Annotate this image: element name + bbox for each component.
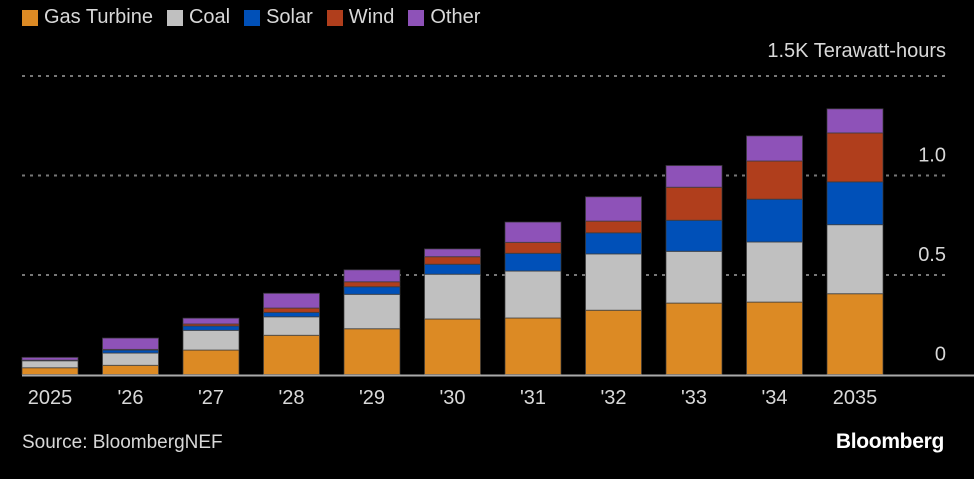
bar-segment-other	[665, 165, 723, 188]
legend-swatch	[166, 9, 183, 26]
bar-segment-other	[585, 196, 642, 222]
bar-segment-coal	[585, 253, 642, 311]
legend-item: Wind	[326, 6, 395, 29]
x-tick-label: '31	[520, 387, 546, 409]
bar-segment-coal	[263, 316, 320, 336]
legend-swatch	[22, 9, 38, 26]
bar-segment-coal	[826, 224, 884, 295]
bar-segment-other	[504, 221, 562, 243]
legend-swatch	[408, 9, 425, 26]
bar-segment-solar	[263, 311, 320, 318]
bar-segment-coal	[424, 273, 481, 320]
bar-segment-gas-turbine	[21, 367, 79, 376]
bar-segment-gas-turbine	[504, 317, 562, 376]
bar-segment-coal	[102, 352, 159, 366]
y-tick-label: 1.0	[918, 145, 946, 167]
bar-segment-gas-turbine	[343, 328, 401, 376]
x-tick-label: '26	[117, 387, 143, 409]
bar-segment-gas-turbine	[585, 309, 642, 375]
legend-label: Wind	[348, 6, 395, 28]
source-note: Source: BloombergNEF	[22, 432, 223, 453]
bar-segment-gas-turbine	[746, 301, 803, 375]
bar-segment-other	[21, 356, 79, 361]
bar-segment-other	[263, 292, 320, 309]
x-tick-label: '30	[439, 387, 465, 409]
legend-swatch	[244, 9, 261, 26]
bar-segment-coal	[343, 293, 401, 330]
bar-segment-wind	[746, 160, 803, 200]
bar-segment-solar	[746, 198, 803, 243]
legend-item: Gas Turbine	[22, 6, 153, 29]
x-tick-label: '33	[681, 387, 707, 409]
x-tick-label: '34	[761, 387, 787, 409]
unit-label: 1.5K Terawatt-hours	[767, 40, 946, 62]
bar-segment-coal	[182, 329, 240, 351]
legend-label: Solar	[266, 6, 313, 28]
bar-segment-solar	[826, 181, 884, 226]
bar-segment-gas-turbine	[263, 334, 320, 375]
y-tick-label: 0	[935, 344, 946, 366]
bar-segment-coal	[504, 270, 562, 319]
bar-segment-wind	[424, 256, 481, 265]
bar-segment-gas-turbine	[182, 349, 240, 376]
legend: Gas Turbine Coal Solar Wind Other	[22, 6, 480, 29]
bar-segment-gas-turbine	[424, 318, 481, 376]
x-tick-label: 2035	[833, 387, 878, 409]
legend-label: Gas Turbine	[44, 6, 153, 28]
legend-label: Other	[430, 6, 481, 28]
bar-segment-other	[343, 269, 401, 283]
bar-segment-wind	[263, 307, 320, 313]
bar-segment-gas-turbine	[826, 293, 884, 375]
bar-segment-other	[746, 135, 803, 162]
bar-segment-wind	[343, 281, 401, 288]
bar-segment-gas-turbine	[665, 302, 723, 375]
bar-segment-solar	[585, 232, 642, 255]
legend-item: Solar	[244, 6, 313, 29]
bar-segment-other	[182, 317, 240, 325]
bar-segment-other	[424, 248, 481, 258]
bar-segment-other	[826, 108, 884, 134]
bar-segment-gas-turbine	[102, 364, 159, 376]
y-tick-label: 0.5	[918, 244, 946, 266]
legend-item: Other	[408, 6, 480, 29]
bar-segment-coal	[665, 250, 723, 304]
legend-swatch	[326, 9, 343, 26]
x-tick-label: '32	[600, 387, 626, 409]
bar-segment-coal	[21, 360, 79, 369]
legend-item: Coal	[166, 6, 231, 29]
bar-segment-solar	[504, 252, 562, 272]
legend-label: Coal	[188, 6, 231, 28]
bloomberg-logo: Bloomberg	[835, 430, 944, 453]
bar-segment-wind	[504, 241, 562, 254]
bar-segment-solar	[343, 286, 401, 295]
bar-segment-solar	[182, 325, 240, 331]
bar-segment-solar	[424, 263, 481, 275]
x-tick-label: '29	[359, 387, 385, 409]
bar-segment-coal	[746, 241, 803, 303]
bar-segment-other	[102, 337, 159, 350]
bar-segment-wind	[585, 220, 642, 234]
x-tick-label: '27	[198, 387, 224, 409]
bar-segment-solar	[665, 219, 723, 252]
bar-segment-wind	[665, 186, 723, 221]
bar-segment-wind	[826, 132, 884, 183]
x-tick-label: 2025	[28, 387, 73, 409]
x-tick-label: '28	[278, 387, 304, 409]
